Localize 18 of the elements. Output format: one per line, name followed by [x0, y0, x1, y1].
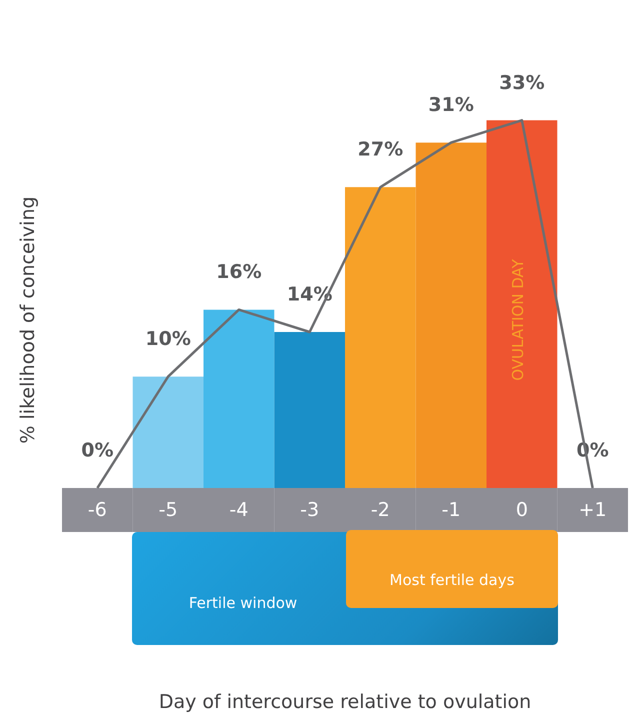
- data-label: 0%: [81, 440, 114, 462]
- y-axis-title: % likelihood of conceiving: [17, 196, 39, 444]
- data-label: 27%: [358, 138, 404, 161]
- x-tick-label: -6: [88, 499, 107, 521]
- x-tick-label: -2: [370, 499, 390, 521]
- data-label: 16%: [216, 261, 262, 284]
- data-label: 10%: [145, 328, 191, 350]
- annotation: OVULATION DAY: [509, 259, 527, 381]
- x-tick-label: -5: [158, 499, 178, 521]
- x-tick-label: -1: [442, 499, 461, 521]
- data-label: 33%: [499, 72, 545, 94]
- x-tick-label: -4: [229, 499, 248, 521]
- data-label: 31%: [428, 94, 474, 116]
- label-panel: Most fertile days: [346, 530, 558, 608]
- x-tick-label: 0: [516, 499, 528, 521]
- x-tick-label: +1: [578, 499, 607, 521]
- x-tick-label: -3: [300, 499, 320, 521]
- text: Day of intercourse relative to ovulation: [158, 691, 532, 713]
